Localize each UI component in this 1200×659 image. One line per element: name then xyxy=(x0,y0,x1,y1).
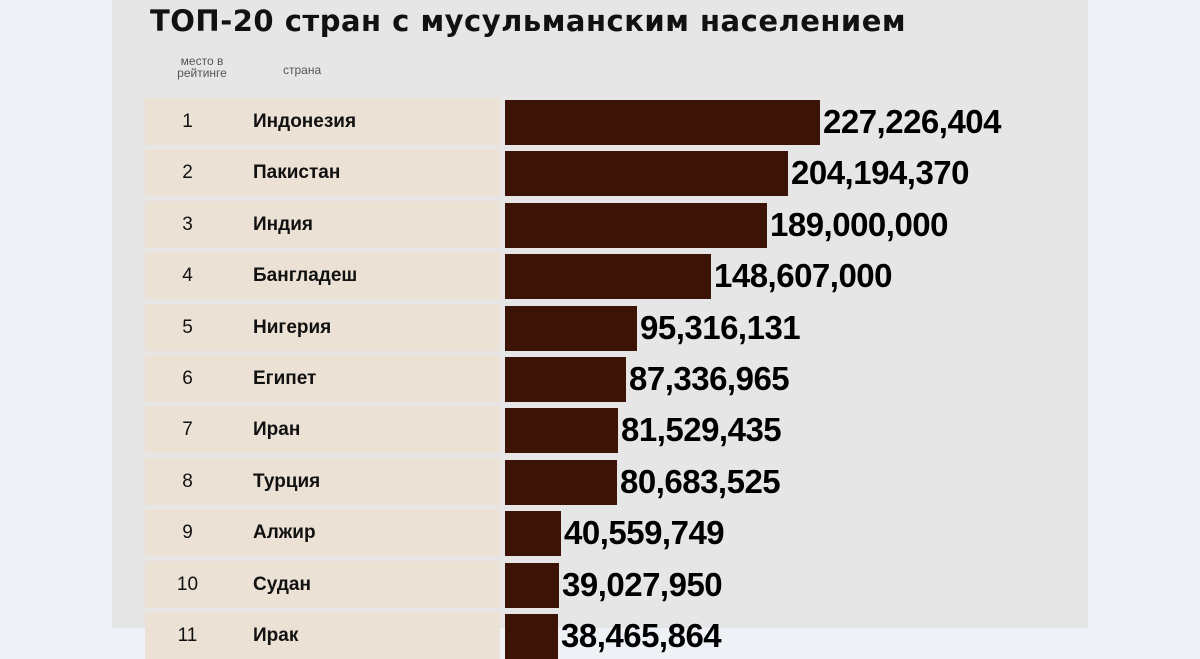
row-background xyxy=(145,200,500,248)
bar xyxy=(505,202,767,248)
rank-label: 11 xyxy=(177,625,198,646)
bar xyxy=(505,614,558,659)
country-column-header: страна xyxy=(283,63,322,77)
country-label: Алжир xyxy=(253,522,316,544)
rank-label: 7 xyxy=(182,419,193,441)
value-label: 38,465,864 xyxy=(561,617,722,654)
value-label: 189,000,000 xyxy=(770,205,949,243)
rank-label: 5 xyxy=(182,316,193,338)
rank-label: 4 xyxy=(182,265,193,287)
chart-row: 10 Судан 39,027,950 xyxy=(145,560,1095,608)
row-background xyxy=(145,355,500,402)
country-label: Пакистан xyxy=(253,162,341,184)
row-background xyxy=(145,303,500,351)
chart-row: 5 Нигерия 95,316,131 xyxy=(145,303,1095,351)
chart-row: 11 Ирак 38,465,864 xyxy=(145,612,1095,659)
chart-row: 9 Алжир 40,559,749 xyxy=(145,509,1095,557)
rank-label: 6 xyxy=(182,368,193,389)
value-label: 80,683,525 xyxy=(620,462,781,500)
bar xyxy=(505,511,561,557)
row-background xyxy=(145,457,500,505)
value-label: 40,559,749 xyxy=(564,514,725,552)
value-label: 95,316,131 xyxy=(640,308,801,346)
row-background xyxy=(145,560,500,608)
country-label: Турция xyxy=(253,470,321,492)
bar xyxy=(505,151,788,197)
value-label: 39,027,950 xyxy=(562,565,723,603)
row-background xyxy=(145,252,500,300)
country-label: Индия xyxy=(253,213,313,235)
rank-label: 3 xyxy=(182,213,193,235)
value-label: 81,529,435 xyxy=(621,411,782,449)
bar xyxy=(505,254,711,300)
country-label: Нигерия xyxy=(253,316,332,338)
value-label: 204,194,370 xyxy=(791,154,970,192)
rank-label: 10 xyxy=(176,573,199,595)
row-background xyxy=(145,509,500,557)
country-label: Судан xyxy=(253,573,311,595)
rank-label: 1 xyxy=(182,111,193,132)
bar xyxy=(505,305,637,351)
country-label: Индонезия xyxy=(253,111,357,132)
value-label: 87,336,965 xyxy=(629,360,790,397)
country-label: Бангладеш xyxy=(253,265,358,287)
rank-label: 9 xyxy=(182,522,193,544)
chart-row: 4 Бангладеш 148,607,000 xyxy=(145,252,1095,300)
chart-row: 3 Индия 189,000,000 xyxy=(145,200,1095,248)
chart-row: 1 Индонезия 227,226,404 xyxy=(145,98,1095,145)
rank-label: 8 xyxy=(182,470,193,492)
rank-column-header: место в рейтинге xyxy=(177,54,227,80)
chart-row: 2 Пакистан 204,194,370 xyxy=(145,149,1095,197)
bar xyxy=(505,100,820,145)
chart-row: 6 Египет 87,336,965 xyxy=(145,355,1095,402)
chart-row: 7 Иран 81,529,435 xyxy=(145,406,1095,454)
country-label: Египет xyxy=(253,368,317,389)
chart-row: 8 Турция 80,683,525 xyxy=(145,457,1095,505)
country-label: Иран xyxy=(253,419,301,441)
value-label: 227,226,404 xyxy=(823,103,1002,140)
row-background xyxy=(145,149,500,197)
row-background xyxy=(145,98,500,145)
value-label: 148,607,000 xyxy=(714,257,893,295)
chart-title: ТОП-20 стран с мусульманским населением xyxy=(150,4,907,38)
row-background xyxy=(145,406,500,454)
bar xyxy=(505,459,617,505)
rank-label: 2 xyxy=(182,162,193,184)
country-label: Ирак xyxy=(253,625,299,646)
bar xyxy=(505,408,618,454)
bar xyxy=(505,357,626,402)
bar xyxy=(505,562,559,608)
